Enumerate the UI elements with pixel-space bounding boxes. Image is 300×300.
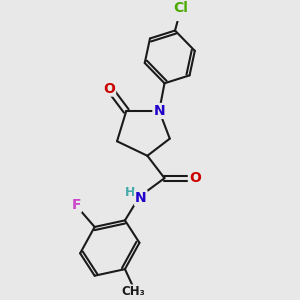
Text: N: N bbox=[153, 104, 165, 118]
Text: Cl: Cl bbox=[173, 1, 188, 15]
Text: N: N bbox=[135, 191, 147, 205]
Text: F: F bbox=[71, 197, 81, 212]
Text: O: O bbox=[189, 171, 201, 185]
Text: H: H bbox=[125, 186, 135, 199]
Text: O: O bbox=[103, 82, 115, 96]
Text: CH₃: CH₃ bbox=[121, 285, 145, 298]
